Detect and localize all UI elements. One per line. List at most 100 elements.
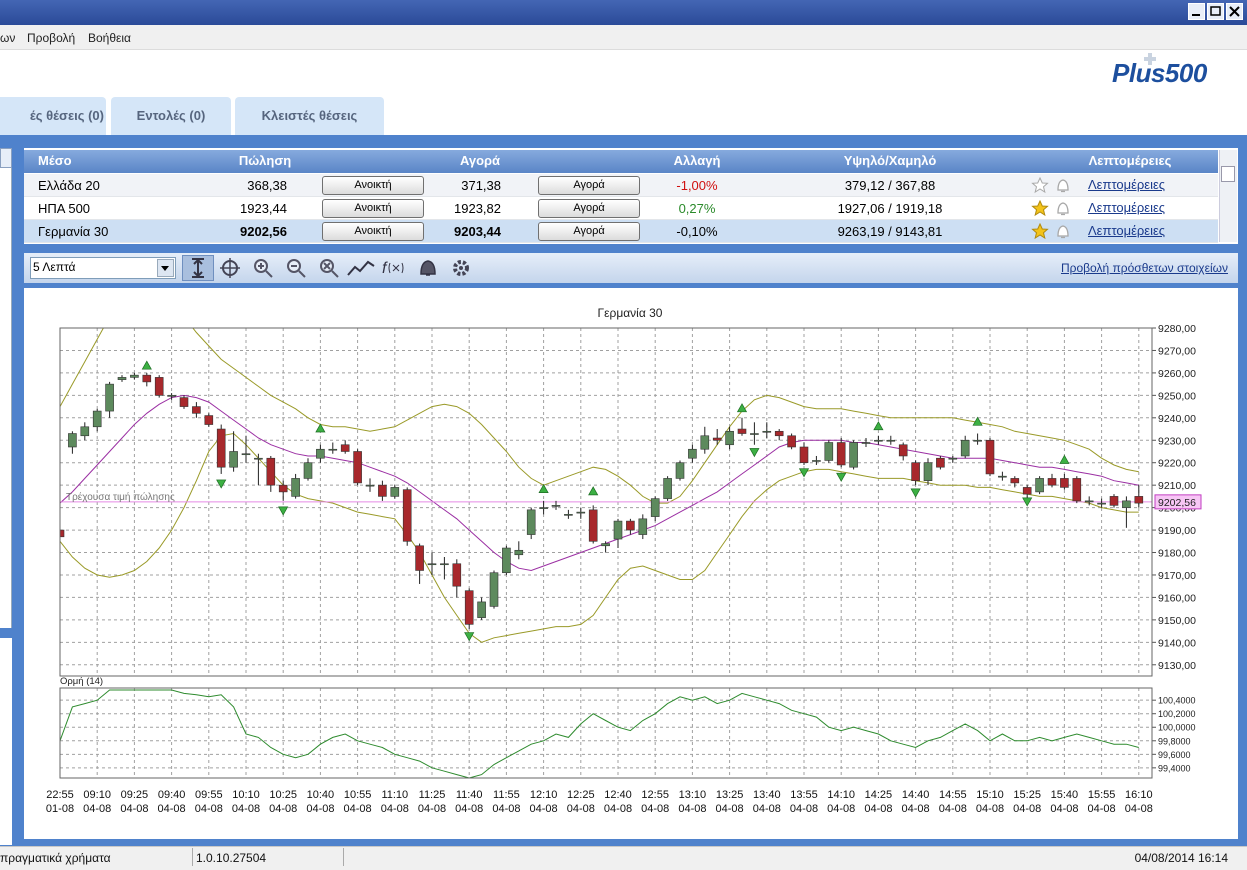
row-icons[interactable] — [1031, 200, 1073, 217]
candle-body — [92, 410, 102, 428]
y-tick-label: 9190,00 — [1158, 525, 1196, 537]
candle-body — [130, 374, 139, 378]
column-header: Μέσο — [38, 153, 72, 168]
x-tick-date: 04-08 — [827, 803, 855, 815]
more-details-link[interactable]: Προβολή πρόσθετων στοιχείων — [1060, 261, 1228, 275]
alert-bell[interactable] — [1057, 202, 1069, 216]
x-tick-date: 04-08 — [381, 803, 409, 815]
details-link[interactable]: Λεπτομέρειες — [1088, 223, 1166, 238]
x-tick-date: 04-08 — [1050, 803, 1078, 815]
change: -0,10% — [676, 224, 718, 239]
indicator-title: Ορμή (14) — [60, 676, 103, 687]
tab-label[interactable]: ές θέσεις (0) — [29, 108, 104, 123]
menu-item[interactable]: Προβολή — [27, 31, 76, 45]
x-tick-label: 10:25 — [269, 789, 297, 801]
candle-body — [353, 451, 362, 484]
candle-body — [241, 453, 251, 456]
x-tick-date: 04-08 — [1088, 803, 1116, 815]
x-tick-date: 04-08 — [753, 803, 781, 815]
candle-body — [650, 498, 660, 517]
menu-item[interactable]: ων — [0, 31, 16, 45]
open-button[interactable]: Ανοικτή — [322, 176, 424, 195]
buy-price: 9203,44 — [454, 224, 501, 239]
tab-label[interactable]: Κλειστές θέσεις — [261, 108, 358, 123]
tab[interactable] — [235, 97, 384, 137]
status-version: 1.0.10.27504 — [196, 851, 267, 865]
signal-up — [873, 421, 884, 431]
x-tick-label: 11:40 — [456, 789, 483, 801]
menu-item[interactable]: Βοήθεια — [88, 31, 131, 45]
candle-body — [303, 462, 313, 479]
buy-button[interactable]: Αγορά — [538, 199, 640, 218]
status-divider — [192, 848, 193, 866]
svg-text:f: f — [382, 260, 388, 277]
chart-tools[interactable]: f — [182, 255, 482, 281]
favorite-star[interactable] — [1031, 223, 1049, 240]
window-buttons[interactable] — [1188, 3, 1244, 21]
favorite-star[interactable] — [1031, 177, 1049, 194]
scroll-thumb[interactable] — [1221, 166, 1235, 182]
candle-body — [316, 448, 325, 459]
open-button[interactable]: Ανοικτή — [322, 222, 424, 241]
candle-body — [737, 428, 747, 434]
favorite-star[interactable] — [1031, 200, 1049, 217]
candle-body — [824, 442, 834, 461]
y-tick-label: 9160,00 — [1158, 592, 1196, 604]
dropdown-button[interactable] — [157, 259, 174, 277]
candle-body — [601, 543, 610, 547]
candle-body — [526, 509, 536, 535]
candle-body — [1047, 478, 1057, 486]
x-tick-date: 04-08 — [1125, 803, 1153, 815]
tab[interactable] — [111, 97, 231, 137]
candle-body — [936, 457, 945, 468]
buy-button[interactable]: Αγορά — [538, 176, 640, 195]
candle-body — [874, 439, 883, 442]
row-icons[interactable] — [1031, 223, 1073, 240]
tab[interactable] — [0, 97, 106, 137]
candle-body — [700, 435, 710, 450]
candle-body — [80, 426, 90, 437]
x-tick-label: 16:10 — [1125, 789, 1153, 801]
details-link[interactable]: Λεπτομέρειες — [1088, 177, 1166, 192]
interval-value[interactable]: 5 Λεπτά — [33, 260, 76, 274]
x-tick-date: 04-08 — [232, 803, 260, 815]
search-button[interactable] — [0, 148, 12, 168]
alert-bell[interactable] — [1057, 179, 1069, 193]
high-low: 1927,06 / 1919,18 — [837, 201, 943, 216]
buy-button[interactable]: Αγορά — [538, 222, 640, 241]
x-tick-label: 10:40 — [307, 789, 335, 801]
candle-body — [1010, 478, 1020, 484]
y-tick-label: 9270,00 — [1158, 345, 1196, 357]
tab-label[interactable]: Εντολές (0) — [136, 108, 206, 123]
candle-body — [911, 462, 920, 481]
signal-down — [910, 488, 921, 498]
indicator-line — [60, 394, 1139, 572]
x-tick-date: 04-08 — [604, 803, 632, 815]
x-tick-date: 04-08 — [195, 803, 223, 815]
candle-body — [328, 448, 338, 451]
candle-body — [60, 529, 65, 538]
row-icons[interactable] — [1031, 177, 1073, 194]
details-link[interactable]: Λεπτομέρειες — [1088, 200, 1166, 215]
column-header: Αγορά — [459, 153, 501, 168]
candle-body — [1109, 496, 1119, 506]
candle-body — [378, 484, 387, 497]
interval-select[interactable] — [30, 257, 176, 279]
candle-body — [390, 487, 400, 497]
candle-body — [452, 563, 462, 587]
candle-body — [948, 457, 958, 460]
candle-body — [923, 462, 933, 481]
current-price-label: 9202,56 — [1158, 497, 1196, 509]
x-tick-label: 12:40 — [604, 789, 632, 801]
x-tick-label: 11:55 — [493, 789, 520, 801]
candle-body — [105, 383, 114, 412]
y-tick-label: 9250,00 — [1158, 390, 1196, 402]
menu-bar — [0, 25, 1247, 50]
candle-body — [340, 444, 350, 452]
x-tick-date: 04-08 — [83, 803, 111, 815]
open-button[interactable]: Ανοικτή — [322, 199, 424, 218]
candle-body — [167, 395, 176, 397]
alert-bell[interactable] — [1057, 225, 1069, 239]
